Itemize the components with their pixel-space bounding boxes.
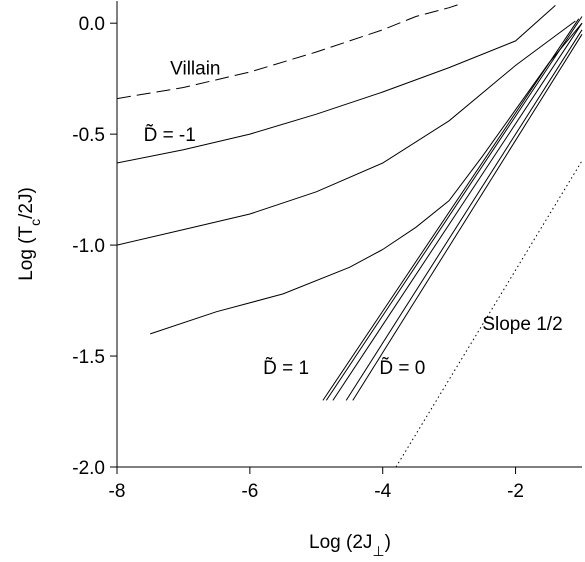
y-axis-label: Log (Tc/2J)	[16, 187, 43, 281]
y-tick-label: -1.5	[72, 347, 105, 368]
series-line-7	[332, 22, 583, 401]
x-tick-label: -6	[241, 481, 258, 502]
series-line-9	[352, 34, 583, 401]
series-line-10	[395, 160, 583, 468]
annotation-5: Slope 1/2	[482, 314, 562, 335]
series-line-1	[116, 2, 463, 100]
series-line-3	[116, 20, 576, 246]
series-line-2	[116, 5, 556, 164]
x-tick-label: -2	[507, 481, 524, 502]
x-tick-label: -4	[374, 481, 391, 502]
y-tick-label: -1.0	[72, 236, 105, 257]
annotation-layer: Villain D̃ = -1 D̃ = 1 D̃ = 0 Slope 1/2	[144, 59, 563, 380]
x-tick-label: -8	[109, 481, 126, 502]
x-axis-label: Log (2J⊥)	[309, 532, 391, 559]
series-line-5	[322, 18, 580, 401]
annotation-4: D̃ = 0	[379, 357, 425, 379]
annotation-2: D̃ = -1	[144, 124, 196, 146]
series-layer	[116, 2, 583, 468]
annotation-1: Villain	[170, 59, 220, 80]
series-line-4	[150, 22, 583, 335]
series-line-6	[325, 16, 583, 401]
y-tick-label: -2.0	[72, 458, 105, 479]
axes: -8 -6 -4 -2 -2.0 -1.5 -1.0 -0.5 0.0	[72, 1, 582, 502]
series-line-8	[345, 29, 583, 401]
y-tick-label: -0.5	[72, 125, 105, 146]
annotation-3: D̃ = 1	[263, 357, 309, 379]
y-tick-label: 0.0	[79, 14, 105, 35]
